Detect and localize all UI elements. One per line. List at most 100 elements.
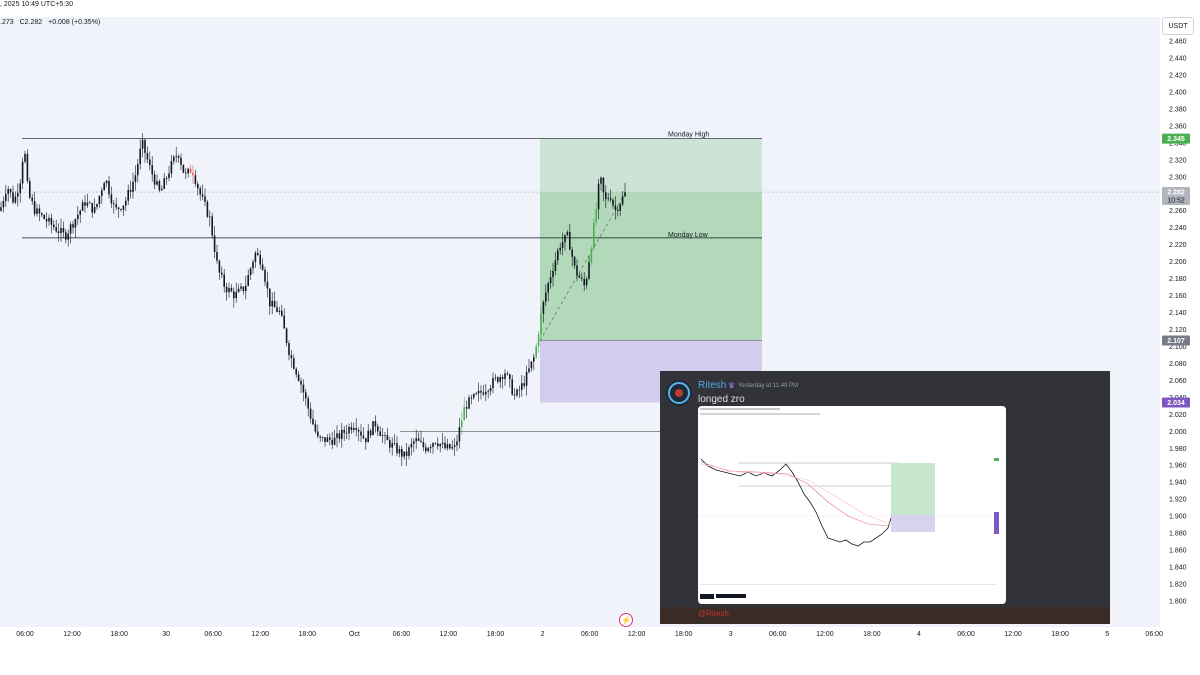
currency-unit-button[interactable]: USDT: [1162, 17, 1194, 35]
candle-body: [221, 272, 223, 275]
candle-body: [501, 377, 504, 380]
candle-body: [225, 286, 228, 293]
candle-body: [84, 202, 86, 206]
candle-body: [425, 447, 427, 452]
header-ohlc-partial: .273: [0, 19, 14, 26]
candle-body: [317, 431, 319, 437]
lightning-icon[interactable]: ⚡: [619, 613, 633, 627]
candle-body: [537, 334, 540, 347]
candle-body: [437, 443, 439, 447]
image-attachment[interactable]: [698, 406, 1006, 604]
candle-body: [573, 256, 576, 266]
avatar[interactable]: [666, 380, 692, 406]
price-tick-label: 2.200: [1169, 259, 1187, 266]
price-tick-label: 1.880: [1169, 531, 1187, 538]
target-zone-upper[interactable]: [540, 138, 762, 193]
time-tick-label: 06:00: [1145, 631, 1163, 638]
candle-body: [74, 219, 77, 228]
candle-body: [165, 178, 168, 179]
candle-body: [513, 394, 516, 396]
target-zone-filled[interactable]: [540, 192, 762, 341]
time-tick-label: 12:00: [816, 631, 834, 638]
candle-body: [372, 421, 374, 436]
candle-body: [369, 430, 372, 436]
candle-body: [67, 233, 69, 240]
time-tick-label: Oct: [349, 631, 360, 638]
candle-body: [269, 288, 271, 307]
candle-body: [199, 188, 201, 195]
candle-body: [559, 247, 561, 251]
time-tick-label: 06:00: [204, 631, 222, 638]
candle-body: [86, 202, 89, 206]
time-tick-label: 12:00: [63, 631, 81, 638]
footer-mention[interactable]: @Ritesh: [698, 609, 729, 618]
price-tick-label: 1.980: [1169, 446, 1187, 453]
price-tick-label: 2.060: [1169, 378, 1187, 385]
candle-body: [360, 431, 362, 436]
candle-body: [324, 437, 326, 442]
username[interactable]: Ritesh: [698, 380, 727, 391]
candle-body: [391, 443, 393, 448]
candle-body: [408, 447, 410, 456]
candle-body: [230, 287, 233, 292]
candle-body: [557, 250, 559, 261]
candle-body: [417, 438, 420, 441]
time-axis-area[interactable]: [0, 627, 1200, 642]
candle-body: [578, 275, 581, 278]
candle-body: [2, 200, 5, 208]
candle-body: [398, 448, 401, 454]
candle-body: [379, 431, 381, 436]
candle-body: [146, 152, 149, 160]
candle-body: [204, 196, 206, 202]
candle-body: [182, 164, 185, 173]
candle-body: [134, 175, 137, 182]
candle-body: [293, 358, 295, 369]
time-tick-label: 3: [729, 631, 733, 638]
candle-body: [449, 444, 451, 449]
time-tick-label: 18:00: [1051, 631, 1069, 638]
time-tick-label: 4: [917, 631, 921, 638]
price-tick-label: 2.240: [1169, 225, 1187, 232]
candle-body: [329, 437, 331, 440]
candle-body: [386, 435, 389, 441]
candle-body: [355, 428, 357, 430]
candle-body: [168, 173, 170, 179]
candle-body: [497, 377, 499, 382]
candle-body: [333, 437, 336, 445]
time-tick-label: 18:00: [299, 631, 317, 638]
candle-body: [14, 196, 17, 203]
candle-body: [302, 384, 305, 393]
candle-body: [254, 252, 257, 262]
candle-body: [247, 275, 249, 286]
candle-body: [216, 251, 218, 261]
candle-body: [561, 242, 564, 248]
price-tick-label: 1.840: [1169, 565, 1187, 572]
candle-body: [480, 390, 482, 393]
time-tick-label: 06:00: [393, 631, 411, 638]
price-tick-label: 2.140: [1169, 310, 1187, 317]
price-tick-label: 2.400: [1169, 89, 1187, 96]
candle-body: [585, 278, 588, 286]
candle-body: [53, 224, 55, 228]
candle-body: [108, 180, 110, 195]
candle-body: [518, 389, 521, 391]
attachment-chart-thumbnail: [698, 406, 1006, 604]
candle-body: [477, 390, 480, 394]
candle-body: [249, 268, 252, 276]
candle-body: [571, 249, 573, 257]
candle-body: [597, 183, 600, 210]
price-tick-label: 2.340: [1169, 140, 1187, 147]
candle-body: [345, 432, 348, 434]
candle-body: [223, 274, 225, 287]
candle-body: [233, 291, 235, 299]
price-axis-area[interactable]: [1160, 17, 1200, 627]
time-tick-label: 12:00: [251, 631, 269, 638]
time-tick-label: 5: [1105, 631, 1109, 638]
candle-body: [381, 435, 384, 436]
time-tick-label: 12:00: [628, 631, 646, 638]
candle-body: [305, 392, 307, 399]
price-badge: [1162, 397, 1190, 408]
candle-body: [566, 231, 569, 235]
candle-body: [139, 148, 141, 165]
